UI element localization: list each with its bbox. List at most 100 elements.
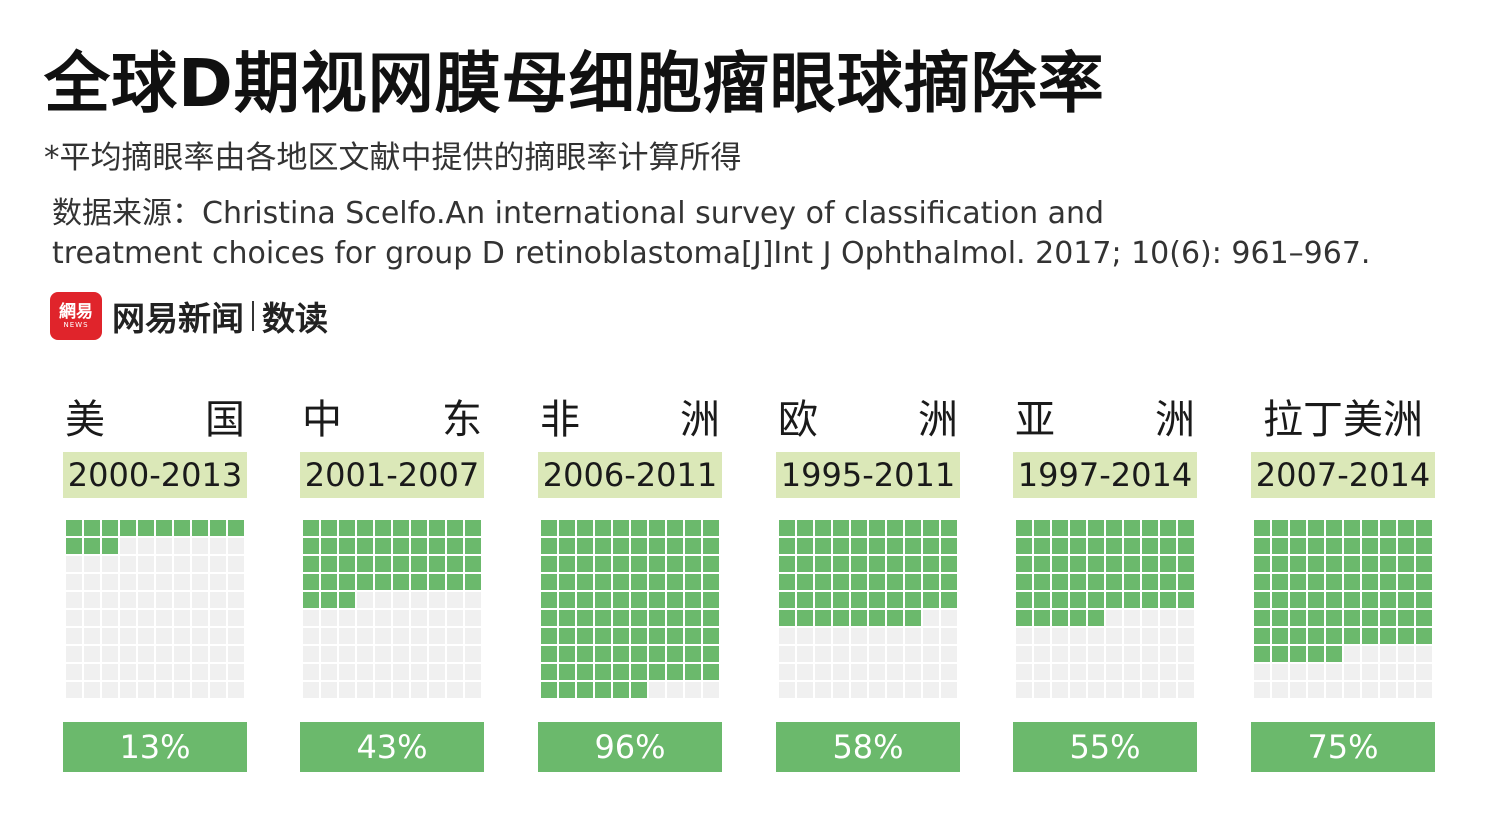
waffle-cell-filled [1326, 646, 1342, 662]
waffle-cell-empty [923, 628, 939, 644]
waffle-cell-filled [1416, 538, 1432, 554]
waffle-cell-filled [1416, 520, 1432, 536]
waffle-cell-empty [1070, 646, 1086, 662]
waffle-cell-filled [1416, 592, 1432, 608]
waffle-cell-filled [631, 592, 647, 608]
waffle-cell-empty [411, 664, 427, 680]
waffle-cell-filled [685, 556, 701, 572]
waffle-cell-empty [1416, 682, 1432, 698]
waffle-cell-empty [303, 682, 319, 698]
waffle-cell-empty [210, 538, 226, 554]
waffle-cell-empty [228, 628, 244, 644]
waffle-cell-filled [905, 610, 921, 626]
waffle-cell-filled [303, 556, 319, 572]
waffle-cell-empty [102, 574, 118, 590]
logo-sub-text: NEWS [63, 320, 89, 329]
percentage-label: 13% [63, 722, 247, 772]
waffle-cell-filled [833, 556, 849, 572]
waffle-cell-empty [1124, 664, 1140, 680]
waffle-cell-filled [1070, 538, 1086, 554]
waffle-cell-filled [1124, 592, 1140, 608]
waffle-cell-empty [1178, 610, 1194, 626]
waffle-cell-filled [667, 556, 683, 572]
waffle-cell-filled [815, 520, 831, 536]
waffle-cell-filled [1106, 538, 1122, 554]
waffle-cell-empty [174, 646, 190, 662]
waffle-cell-filled [703, 592, 719, 608]
waffle-cell-filled [887, 592, 903, 608]
waffle-cell-empty [1398, 682, 1414, 698]
waffle-cell-filled [577, 628, 593, 644]
waffle-cell-filled [869, 538, 885, 554]
waffle-cell-empty [303, 610, 319, 626]
waffle-cell-empty [1088, 682, 1104, 698]
waffle-cell-filled [559, 520, 575, 536]
region-label-part: 洲 [1155, 397, 1195, 443]
waffle-grid [66, 520, 244, 698]
waffle-cell-filled [1362, 520, 1378, 536]
waffle-cell-filled [1362, 538, 1378, 554]
waffle-cell-filled [703, 664, 719, 680]
waffle-cell-filled [393, 520, 409, 536]
waffle-cell-filled [321, 520, 337, 536]
waffle-cell-empty [1034, 682, 1050, 698]
waffle-cell-empty [120, 664, 136, 680]
waffle-cell-empty [102, 646, 118, 662]
waffle-cell-empty [411, 646, 427, 662]
waffle-cell-empty [174, 556, 190, 572]
waffle-cell-empty [357, 628, 373, 644]
waffle-cell-empty [84, 682, 100, 698]
waffle-cell-filled [1380, 574, 1396, 590]
waffle-cell-empty [1362, 646, 1378, 662]
waffle-cell-empty [429, 628, 445, 644]
waffle-cell-empty [138, 610, 154, 626]
waffle-cell-empty [174, 538, 190, 554]
waffle-cell-empty [1398, 664, 1414, 680]
waffle-cell-empty [84, 556, 100, 572]
brand-sub: 数读 [262, 299, 328, 338]
waffle-cell-empty [357, 610, 373, 626]
waffle-cell-filled [1016, 520, 1032, 536]
waffle-cell-empty [192, 556, 208, 572]
waffle-cell-empty [833, 628, 849, 644]
waffle-cell-filled [685, 628, 701, 644]
waffle-cell-filled [1052, 592, 1068, 608]
waffle-cell-filled [1398, 538, 1414, 554]
waffle-cell-filled [1380, 592, 1396, 608]
waffle-cell-empty [869, 628, 885, 644]
waffle-cell-empty [465, 610, 481, 626]
waffle-cell-filled [1034, 592, 1050, 608]
waffle-cell-filled [465, 520, 481, 536]
waffle-grid [1016, 520, 1194, 698]
waffle-cell-filled [1326, 610, 1342, 626]
waffle-cell-empty [84, 610, 100, 626]
waffle-cell-filled [1016, 592, 1032, 608]
waffle-cell-empty [192, 574, 208, 590]
waffle-cell-filled [1254, 646, 1270, 662]
waffle-cell-filled [667, 592, 683, 608]
waffle-cell-empty [869, 646, 885, 662]
waffle-cell-filled [447, 538, 463, 554]
waffle-cell-filled [815, 610, 831, 626]
waffle-cell-empty [138, 682, 154, 698]
waffle-cell-empty [102, 592, 118, 608]
waffle-cell-filled [1344, 574, 1360, 590]
waffle-cell-empty [156, 592, 172, 608]
waffle-cell-filled [1052, 610, 1068, 626]
waffle-cell-filled [1398, 556, 1414, 572]
waffle-cell-filled [1272, 574, 1288, 590]
percentage-label: 43% [300, 722, 484, 772]
waffle-cell-filled [595, 664, 611, 680]
waffle-cell-filled [923, 538, 939, 554]
waffle-cell-empty [138, 646, 154, 662]
waffle-cell-empty [923, 664, 939, 680]
waffle-cell-filled [559, 592, 575, 608]
waffle-cell-empty [84, 574, 100, 590]
brand-name: 网易新闻 [112, 299, 244, 338]
waffle-cell-filled [667, 574, 683, 590]
waffle-cell-filled [541, 610, 557, 626]
waffle-cell-empty [102, 682, 118, 698]
waffle-cell-empty [120, 646, 136, 662]
waffle-cell-filled [321, 556, 337, 572]
region-label-part: 非 [540, 397, 580, 443]
